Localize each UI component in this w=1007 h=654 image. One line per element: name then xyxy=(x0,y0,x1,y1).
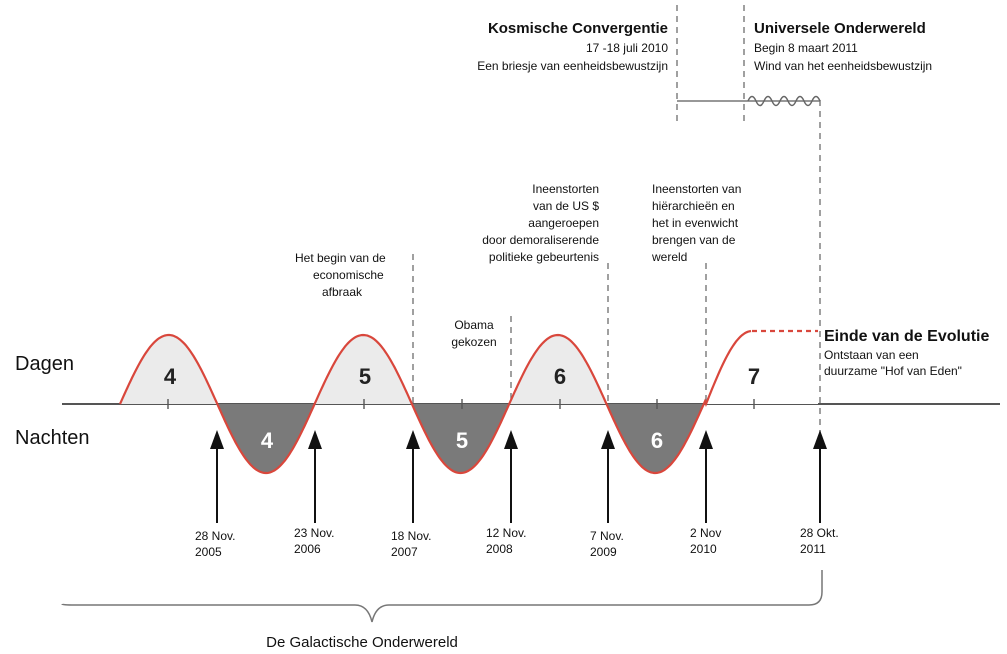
date-labels: 28 Nov. 2005 23 Nov. 2006 18 Nov. 2007 1… xyxy=(195,526,839,559)
annotation-hierarchies-line5: wereld xyxy=(651,250,687,264)
night-fills xyxy=(217,404,704,473)
evolution-end-title: Einde van de Evolutie xyxy=(824,328,989,345)
annotation-hierarchies: Ineenstorten van hiërarchieën en het in … xyxy=(651,182,741,264)
date-arrows xyxy=(210,430,827,523)
evolution-end: Einde van de Evolutie Ontstaan van een d… xyxy=(824,328,989,378)
header-convergence: Kosmische Convergentie 17 -18 juli 2010 … xyxy=(477,20,668,73)
evolution-end-line1: Ontstaan van een xyxy=(824,348,919,362)
date-arrow-2009 xyxy=(601,430,615,523)
day-fill-5 xyxy=(314,335,412,404)
universal-subtitle: Wind van het eenheidsbewustzijn xyxy=(754,59,932,73)
date-arrow-2010 xyxy=(699,430,713,523)
day-number-6: 6 xyxy=(554,364,566,389)
date-2005-year: 2005 xyxy=(195,545,222,559)
universal-date: Begin 8 maart 2011 xyxy=(754,41,858,55)
night-number-5: 5 xyxy=(456,428,468,453)
annotation-hierarchies-line4: brengen van de xyxy=(652,233,736,247)
date-arrow-2007 xyxy=(406,430,420,523)
annotation-usd-line5: politieke gebeurtenis xyxy=(489,250,599,264)
annotation-hierarchies-line2: hiërarchieën en xyxy=(652,199,735,213)
day-number-4: 4 xyxy=(164,364,177,389)
nights-label: Nachten xyxy=(15,427,90,449)
annotation-obama: Obama gekozen xyxy=(451,318,496,349)
day-number-7: 7 xyxy=(748,364,760,389)
annotation-usd: Ineenstorten van de US $ aangeroepen doo… xyxy=(482,182,599,264)
night-number-6: 6 xyxy=(651,428,663,453)
header-universal: Universele Onderwereld Begin 8 maart 201… xyxy=(754,20,932,73)
date-2010-year: 2010 xyxy=(690,542,717,556)
date-2010-day: 2 Nov xyxy=(690,526,721,540)
annotation-usd-line2: van de US $ xyxy=(533,199,599,213)
day-fill-7 xyxy=(706,331,818,404)
date-2008-day: 12 Nov. xyxy=(486,526,526,540)
axis-ticks xyxy=(167,399,755,409)
convergence-title: Kosmische Convergentie xyxy=(488,20,668,37)
date-2008-year: 2008 xyxy=(486,542,513,556)
cycle-wave xyxy=(118,329,752,475)
annotation-usd-line3: aangeroepen xyxy=(528,216,599,230)
annotation-hierarchies-line3: het in evenwicht xyxy=(652,216,739,230)
annotation-obama-line1: Obama xyxy=(454,318,494,332)
annotation-usd-line1: Ineenstorten xyxy=(532,182,599,196)
wind-coil xyxy=(747,95,821,107)
night-number-4: 4 xyxy=(261,428,274,453)
universal-title: Universele Onderwereld xyxy=(754,20,926,37)
night-fill-5 xyxy=(411,404,510,473)
date-2011-year: 2011 xyxy=(800,542,826,556)
date-2009-day: 7 Nov. xyxy=(590,529,624,543)
night-fill-6 xyxy=(606,404,704,473)
date-2009-year: 2009 xyxy=(590,545,617,559)
curly-brace xyxy=(61,570,823,623)
day-fill-6 xyxy=(509,335,607,404)
day-fills xyxy=(120,331,818,404)
annotation-economic-line1: Het begin van de xyxy=(295,251,386,265)
night-numbers: 4 5 6 xyxy=(261,428,663,453)
day-numbers: 4 5 6 7 xyxy=(164,364,760,389)
day-fill-4 xyxy=(120,335,218,404)
convergence-subtitle: Een briesje van eenheidsbewustzijn xyxy=(477,59,668,73)
dashed-guides xyxy=(412,5,821,440)
date-2006-day: 23 Nov. xyxy=(294,526,334,540)
brace-label: De Galactische Onderwereld xyxy=(266,634,458,651)
date-2007-day: 18 Nov. xyxy=(391,529,431,543)
annotation-economic-line3: afbraak xyxy=(322,285,363,299)
date-2011-day: 28 Okt. xyxy=(800,526,839,540)
date-2006-year: 2006 xyxy=(294,542,321,556)
date-arrow-2005 xyxy=(210,430,224,523)
date-arrow-2006 xyxy=(308,430,322,523)
annotation-obama-line2: gekozen xyxy=(451,335,496,349)
day-number-5: 5 xyxy=(359,364,371,389)
annotation-usd-line4: door demoraliserende xyxy=(482,233,599,247)
annotation-economic-line2: economische xyxy=(313,268,384,282)
convergence-date: 17 -18 juli 2010 xyxy=(586,41,668,55)
days-label: Dagen xyxy=(15,353,74,375)
date-arrow-2008 xyxy=(504,430,518,523)
date-2007-year: 2007 xyxy=(391,545,418,559)
annotation-economic: Het begin van de economische afbraak xyxy=(295,251,386,299)
night-fill-4 xyxy=(217,404,315,473)
date-arrow-2011 xyxy=(813,430,827,523)
date-2005-day: 28 Nov. xyxy=(195,529,235,543)
evolution-end-line2: duurzame "Hof van Eden" xyxy=(824,364,962,378)
annotation-hierarchies-line1: Ineenstorten van xyxy=(652,182,741,196)
